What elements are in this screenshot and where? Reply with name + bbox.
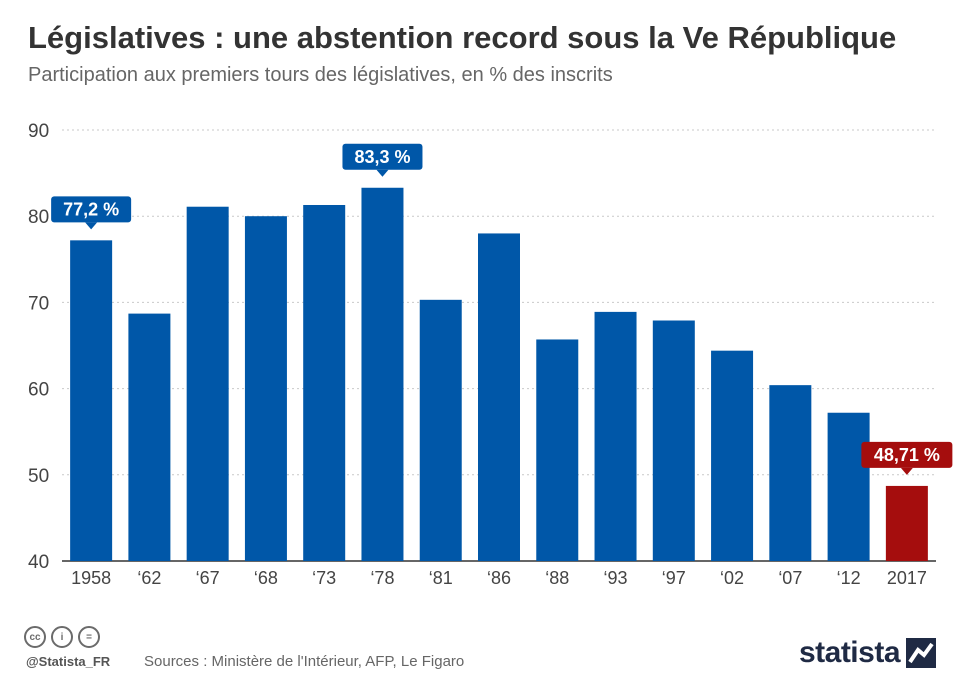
chart-subtitle: Participation aux premiers tours des lég… bbox=[28, 64, 613, 86]
x-tick-label: ‘93 bbox=[604, 568, 628, 588]
data-label-box bbox=[51, 196, 132, 223]
x-tick-label: ‘67 bbox=[196, 568, 220, 588]
x-tick-label: 1958 bbox=[71, 568, 111, 588]
footer: cc i = @Statista_FR Sources : Ministère … bbox=[0, 610, 960, 684]
x-tick-label: ‘07 bbox=[778, 568, 802, 588]
bar bbox=[128, 313, 171, 561]
x-tick-label: ‘88 bbox=[545, 568, 569, 588]
by-icon[interactable]: i bbox=[51, 626, 73, 648]
x-tick-label: ‘02 bbox=[720, 568, 744, 588]
bar bbox=[652, 320, 695, 561]
y-tick-label: 40 bbox=[28, 552, 49, 573]
statista-handle[interactable]: @Statista_FR bbox=[26, 654, 111, 669]
y-tick-label: 60 bbox=[28, 380, 49, 401]
x-tick-label: 2017 bbox=[887, 568, 927, 588]
bar bbox=[885, 485, 928, 561]
y-tick-label: 50 bbox=[28, 466, 49, 487]
bar bbox=[769, 385, 812, 561]
data-label-pointer bbox=[376, 169, 389, 177]
x-tick-label: ‘68 bbox=[254, 568, 278, 588]
y-tick-label: 90 bbox=[28, 121, 49, 142]
data-label-pointer bbox=[85, 222, 98, 230]
bar bbox=[244, 216, 287, 561]
bar bbox=[186, 206, 229, 561]
data-label: 83,3 % bbox=[354, 147, 410, 167]
bar bbox=[536, 339, 579, 561]
x-tick-label: ‘81 bbox=[429, 568, 453, 588]
chart-title: Législatives : une abstention record sou… bbox=[28, 20, 897, 55]
y-tick-label: 70 bbox=[28, 293, 49, 314]
license-icons: cc i = bbox=[24, 626, 100, 648]
bar bbox=[478, 233, 520, 561]
bar-chart: 40 50 60 70 80 90 1958 ‘62 ‘67 ‘68 ‘73 ‘78 ‘81 ‘86 ‘88… bbox=[28, 121, 953, 588]
nd-icon[interactable]: = bbox=[78, 626, 100, 648]
data-label-box bbox=[342, 143, 423, 170]
y-tick-label: 80 bbox=[28, 207, 49, 228]
x-tick-label: ‘78 bbox=[370, 568, 394, 588]
statista-logo-text: statista bbox=[798, 636, 901, 669]
x-tick-label: ‘86 bbox=[487, 568, 511, 588]
x-tick-label: ‘73 bbox=[312, 568, 336, 588]
bar bbox=[70, 240, 113, 561]
bar bbox=[419, 299, 462, 561]
bar bbox=[594, 311, 637, 561]
statista-logo-icon bbox=[906, 638, 936, 668]
x-tick-label: ‘12 bbox=[837, 568, 861, 588]
data-label-pointer bbox=[900, 467, 913, 475]
x-tick-label: ‘62 bbox=[137, 568, 161, 588]
sources-note: Sources : Ministère de l'Intérieur, AFP,… bbox=[144, 653, 465, 670]
statista-logo[interactable]: statista bbox=[799, 636, 936, 670]
x-tick-label: ‘97 bbox=[662, 568, 686, 588]
bar bbox=[711, 350, 754, 561]
data-label: 77,2 % bbox=[63, 199, 119, 219]
data-label: 48,71 % bbox=[874, 445, 940, 465]
bar bbox=[361, 187, 404, 561]
bar bbox=[303, 204, 346, 561]
data-label-box bbox=[861, 441, 953, 468]
bar bbox=[827, 412, 870, 561]
cc-icon[interactable]: cc bbox=[24, 626, 46, 648]
